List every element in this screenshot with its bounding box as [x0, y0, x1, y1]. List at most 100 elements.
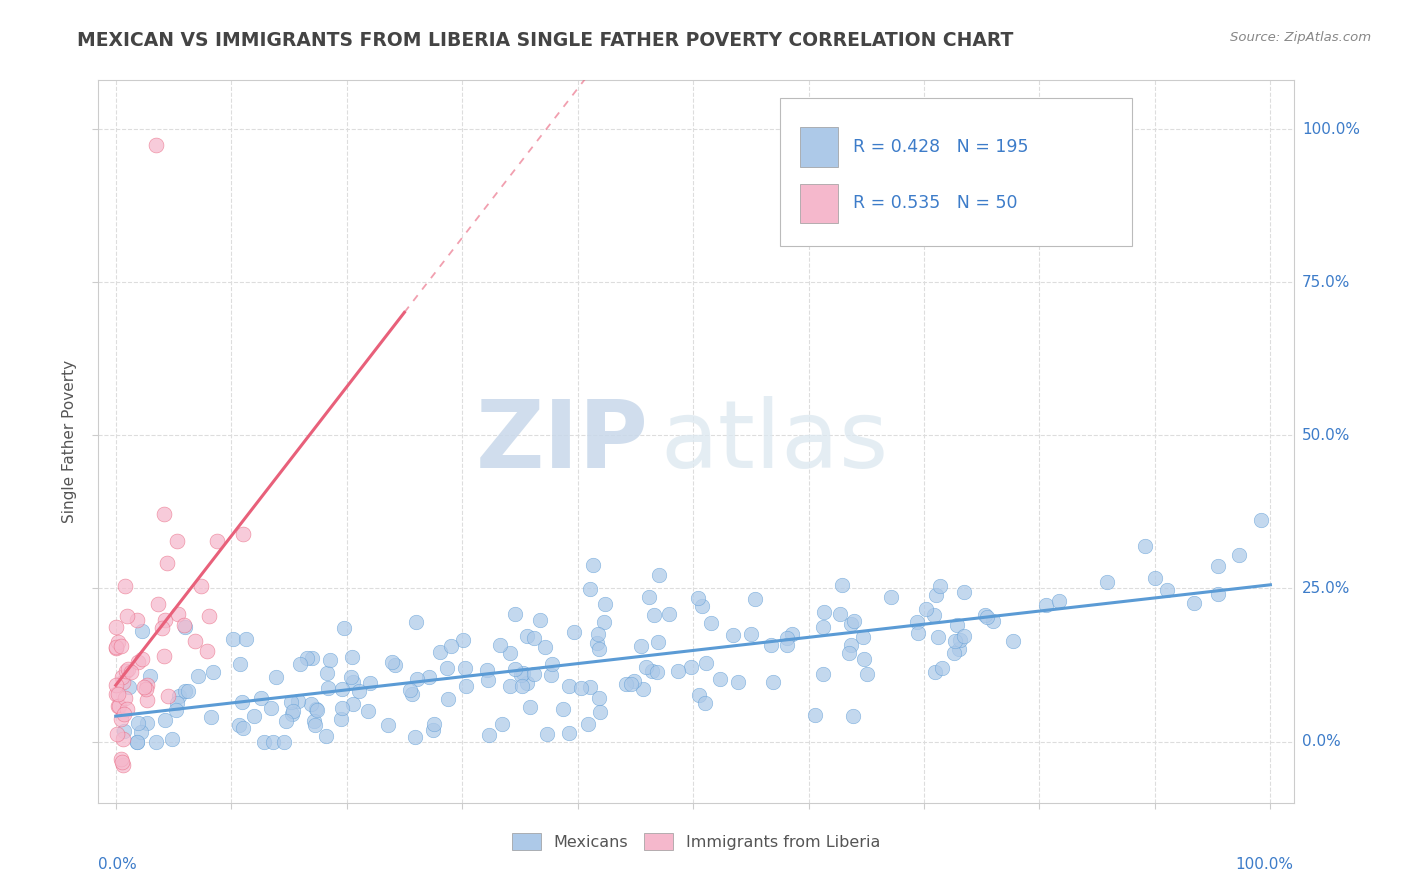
Point [440, 639, 463, 653]
Point [585, 636, 607, 650]
Point [145, 734, 167, 748]
Point [429, 645, 451, 659]
Point [290, 657, 312, 671]
Point [534, 640, 557, 655]
Point [576, 716, 599, 731]
Point [156, 689, 179, 703]
Point [125, 734, 148, 748]
Point [145, 137, 167, 152]
Point [183, 634, 205, 648]
Point [232, 721, 254, 735]
Point [842, 709, 865, 723]
Point [924, 608, 946, 623]
Point [347, 684, 370, 698]
Point [342, 674, 364, 689]
Point [686, 591, 709, 606]
Point [582, 558, 605, 572]
Point [907, 626, 929, 640]
Text: R = 0.535   N = 50: R = 0.535 N = 50 [852, 194, 1017, 212]
Point [115, 701, 138, 715]
Point [540, 667, 562, 681]
Text: 75.0%: 75.0% [1302, 275, 1350, 290]
Point [152, 648, 174, 663]
Point [114, 690, 136, 705]
Point [679, 659, 702, 673]
Point [111, 755, 134, 769]
Point [638, 591, 661, 605]
Point [104, 687, 127, 701]
Point [304, 718, 326, 732]
Point [695, 656, 717, 670]
Point [105, 726, 128, 740]
Point [381, 655, 404, 669]
Point [134, 680, 156, 694]
Point [249, 690, 271, 705]
Point [523, 667, 546, 681]
Point [107, 699, 129, 714]
Point [499, 679, 522, 693]
Text: R = 0.428   N = 195: R = 0.428 N = 195 [852, 138, 1028, 156]
Point [200, 710, 222, 724]
Point [503, 607, 526, 622]
Point [167, 689, 190, 703]
Point [943, 646, 966, 660]
Point [342, 697, 364, 711]
Point [166, 533, 188, 548]
Point [839, 638, 862, 652]
Text: ZIP: ZIP [475, 395, 648, 488]
Bar [800, 128, 838, 167]
Point [974, 607, 997, 622]
Text: 0.0%: 0.0% [1302, 734, 1340, 749]
Point [105, 640, 128, 655]
Point [976, 609, 998, 624]
Point [931, 661, 953, 675]
Point [943, 634, 966, 648]
Point [104, 678, 127, 692]
Point [107, 635, 129, 649]
Point [160, 732, 183, 747]
Point [105, 640, 128, 655]
Point [131, 725, 153, 739]
Point [136, 715, 159, 730]
Point [398, 683, 420, 698]
Point [359, 675, 381, 690]
Point [516, 676, 538, 690]
Point [856, 667, 879, 681]
Point [404, 730, 426, 744]
Point [740, 627, 762, 641]
Point [418, 670, 440, 684]
Point [280, 695, 302, 709]
Point [150, 621, 173, 635]
Point [281, 704, 304, 718]
Point [516, 629, 538, 643]
Point [127, 613, 149, 627]
Point [127, 655, 149, 669]
Point [242, 709, 264, 723]
Point [586, 627, 609, 641]
Point [852, 630, 875, 644]
Point [174, 620, 197, 634]
Point [830, 607, 852, 621]
Point [562, 625, 585, 640]
Point [523, 631, 546, 645]
Point [589, 706, 612, 720]
Point [519, 699, 541, 714]
Point [780, 626, 803, 640]
Point [422, 723, 444, 737]
Point [509, 668, 531, 682]
Point [166, 607, 188, 621]
Point [423, 716, 446, 731]
Point [229, 657, 252, 671]
Point [842, 614, 865, 628]
Point [1133, 539, 1156, 553]
Point [593, 597, 616, 611]
Point [776, 638, 799, 652]
Point [643, 607, 665, 622]
Point [623, 674, 645, 689]
Point [264, 670, 287, 684]
Point [839, 617, 862, 632]
Point [512, 665, 534, 680]
Text: 25.0%: 25.0% [1302, 581, 1350, 596]
Point [1095, 574, 1118, 589]
Point [813, 667, 835, 681]
